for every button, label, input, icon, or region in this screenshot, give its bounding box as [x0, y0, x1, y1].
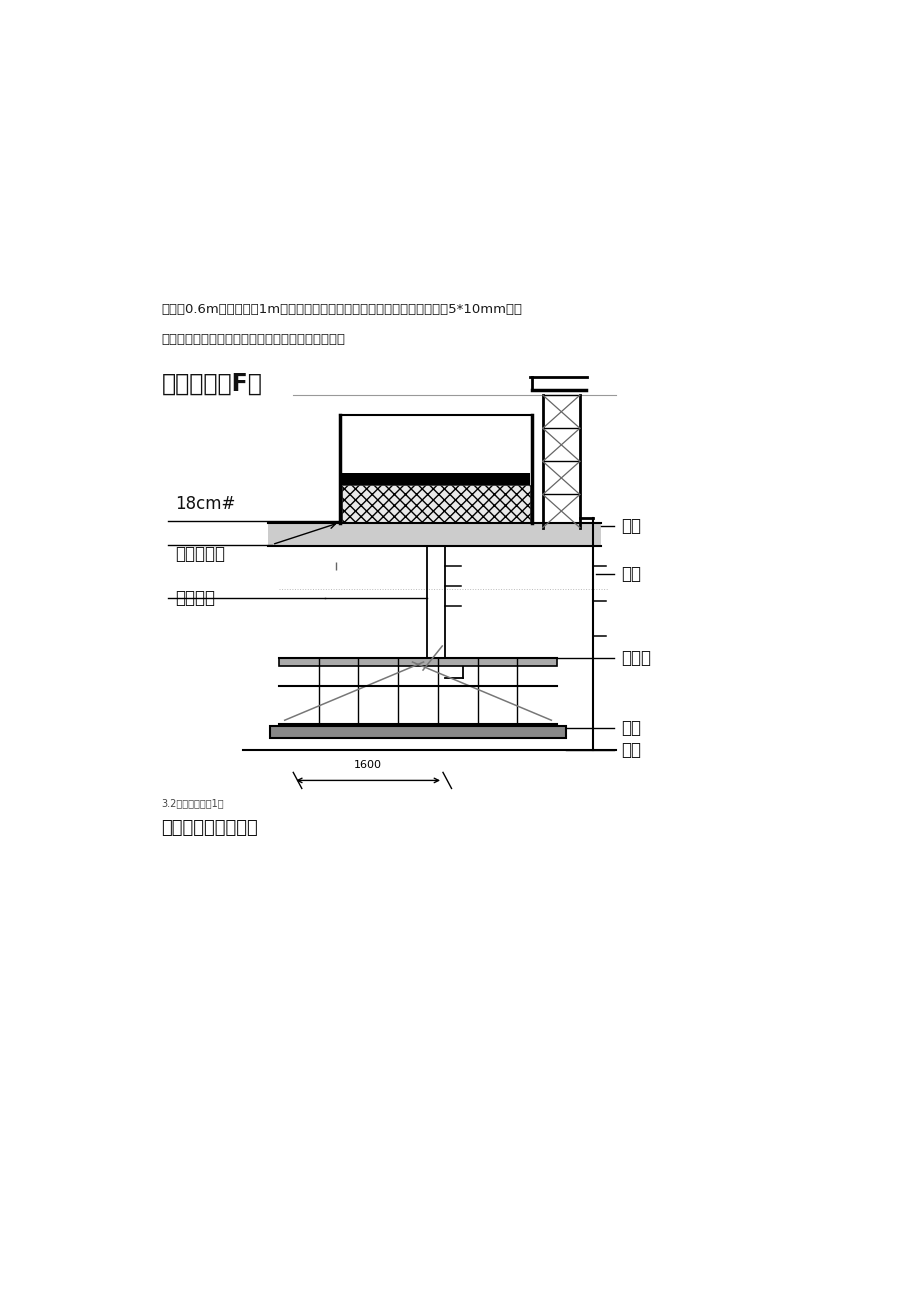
Text: 货用施工什F车: 货用施工什F车	[161, 373, 262, 396]
Text: 基础: 基础	[620, 719, 641, 737]
Bar	[278, 724, 557, 730]
Bar	[270, 726, 565, 739]
Text: 垫木: 垫木	[620, 516, 641, 534]
Bar	[341, 416, 529, 473]
Text: 脚手架支撑立面简图: 脚手架支撑立面简图	[161, 818, 258, 837]
Text: 地下室顶板: 地下室顶板	[176, 545, 225, 563]
Text: 水平杆: 水平杆	[620, 649, 651, 667]
Bar	[268, 523, 601, 546]
Text: 18cm#: 18cm#	[176, 495, 236, 512]
Bar	[341, 473, 529, 486]
Text: 1600: 1600	[354, 761, 381, 770]
Text: 3.2架体立面图第1页: 3.2架体立面图第1页	[161, 799, 223, 808]
Text: 底板: 底板	[620, 741, 641, 760]
Text: 杆间距0.6m，立杆步距1m，四周加设竖向剪刀撑。立杆顶部及底部均设置5*10mm通长: 杆间距0.6m，立杆步距1m，四周加设竖向剪刀撑。立杆顶部及底部均设置5*10m…	[161, 302, 522, 315]
Text: 垫木，搭设范围根据现场施工升降机平面尺寸确定。: 垫木，搭设范围根据现场施工升降机平面尺寸确定。	[161, 334, 345, 345]
Text: 立杆: 立杆	[620, 564, 641, 582]
Text: 剪刀撑一: 剪刀撑一	[176, 589, 215, 607]
Bar	[341, 486, 529, 523]
Bar	[278, 658, 557, 666]
